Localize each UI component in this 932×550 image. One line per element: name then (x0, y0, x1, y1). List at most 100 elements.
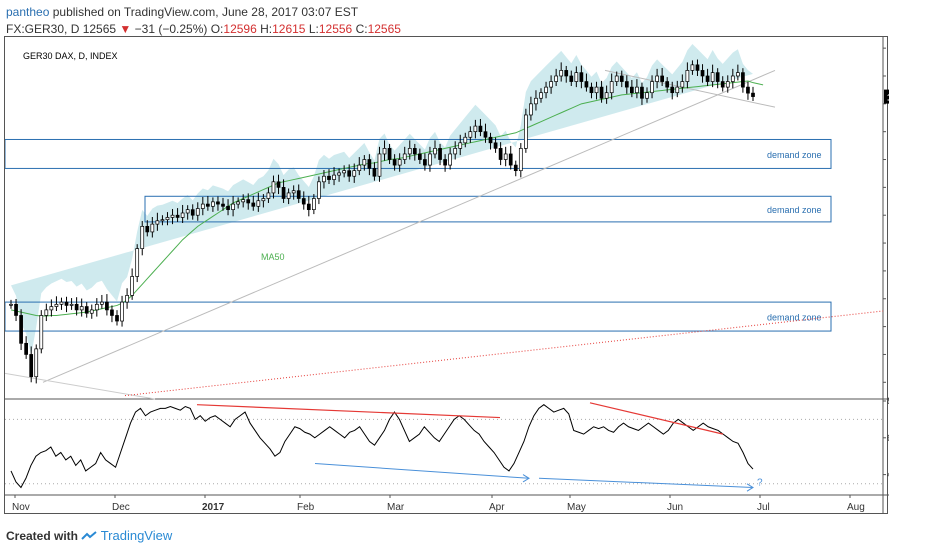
arrowhead-icon (746, 483, 754, 492)
candle-body (271, 181, 276, 194)
time-tick-label: Nov (12, 502, 30, 513)
candle-body (397, 159, 402, 166)
open-value: 12596 (223, 22, 257, 36)
candle-body (317, 181, 321, 199)
candle-body (513, 164, 518, 172)
candle-body (377, 153, 382, 177)
osc-tick-label: 40.0000 (887, 470, 889, 480)
candle-body (534, 97, 538, 105)
candle-body (236, 201, 240, 205)
candle-body (559, 70, 564, 77)
candle-body (594, 86, 599, 94)
candle-body (362, 159, 367, 166)
demand-zone-label: demand zone (767, 150, 822, 160)
candle-body (478, 125, 483, 133)
tradingview-logo-icon (81, 531, 97, 540)
candle-body (69, 303, 74, 306)
candle-body (715, 72, 720, 82)
last-price: 12565 (82, 22, 117, 36)
candle-body (675, 86, 680, 94)
candle-body (281, 187, 286, 199)
candle-body (84, 306, 89, 314)
candle-body (624, 81, 629, 88)
candle-body (14, 303, 18, 316)
candle-body (206, 203, 210, 207)
candle-body (705, 75, 710, 82)
open-label: O: (210, 22, 224, 36)
candle-body (650, 81, 654, 94)
candle-body (438, 148, 442, 160)
candle-body (544, 86, 548, 94)
ma50-label: MA50 (261, 252, 285, 262)
candle-body (342, 170, 346, 174)
candle-body (49, 306, 54, 311)
time-tick-label: Feb (297, 502, 315, 513)
candle-body (195, 208, 200, 216)
candle-body (120, 301, 124, 322)
candle-body (145, 226, 150, 233)
candle-body (736, 72, 740, 77)
candle-body (720, 81, 725, 88)
candle-body (79, 306, 84, 311)
author-link[interactable]: pantheo (6, 5, 50, 19)
candle-body (231, 203, 235, 210)
candle-body (589, 86, 594, 94)
candle-body (347, 170, 352, 177)
candle-body (635, 86, 639, 94)
candle-body (645, 92, 649, 99)
time-tick-label: 2017 (202, 502, 225, 513)
chart-frame[interactable]: demand zone demand zone demand zone MA50 GER… (4, 36, 889, 515)
candle-body (524, 114, 528, 149)
candle-body (539, 92, 543, 99)
candle-body (256, 200, 261, 207)
tradingview-brand-link[interactable]: TradingView (100, 528, 173, 543)
candle-body (286, 192, 291, 199)
candle-body (327, 175, 331, 180)
chart-canvas[interactable]: demand zone demand zone demand zone MA50 GER… (5, 37, 889, 515)
candle-body (155, 220, 160, 225)
candle-body (221, 203, 225, 207)
candle-body (130, 276, 134, 296)
candle-body (44, 309, 49, 316)
candle-body (468, 131, 473, 138)
publish-text: published on TradingView.com, June 28, 2… (52, 5, 359, 19)
trend-line-resistance (604, 69, 776, 108)
divergence-red-2 (589, 402, 724, 435)
candle-body (125, 295, 129, 303)
candle-body (614, 75, 619, 82)
demand-zone-box (144, 195, 832, 223)
candle-body (423, 159, 427, 166)
candle-body (19, 315, 23, 344)
candle-body (751, 92, 755, 97)
candle-body (332, 174, 336, 180)
time-tick-label: Dec (112, 502, 130, 513)
candle-body (357, 164, 362, 172)
candle-body (180, 212, 185, 218)
close-label: C: (355, 22, 368, 36)
osc-tick-label: 80.0000 (887, 396, 889, 406)
candle-body (266, 192, 271, 199)
candle-body (241, 199, 246, 203)
arrowhead-icon (522, 474, 530, 483)
candle-body (448, 153, 452, 166)
chart-title: GER30 DAX, D, INDEX (23, 51, 118, 61)
candle-body (261, 198, 266, 202)
created-with-text: Created with (6, 529, 79, 543)
candle-body (322, 175, 326, 183)
candle-body (443, 159, 447, 166)
candle-body (276, 181, 281, 188)
candle-body (503, 153, 508, 160)
candle-body (170, 214, 175, 218)
candle-body (211, 201, 215, 207)
candle-body (185, 209, 190, 214)
candle-body (498, 148, 503, 160)
candle-body (458, 142, 463, 149)
candle-body (473, 125, 478, 133)
candle-body (640, 86, 644, 99)
candle-body (746, 86, 750, 94)
candle-body (39, 315, 44, 350)
candle-body (110, 309, 114, 316)
candle-body (428, 153, 432, 166)
last-price-tag (884, 89, 889, 104)
candle-body (200, 203, 205, 209)
